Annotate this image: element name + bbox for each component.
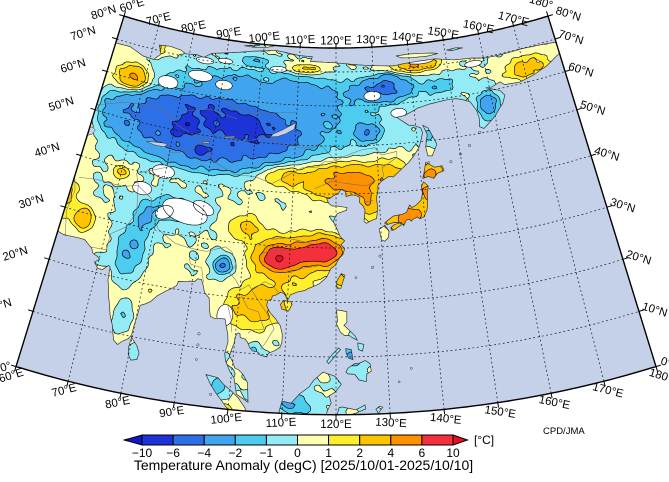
svg-text:120°E: 120°E [320, 419, 352, 431]
svg-text:90°E: 90°E [216, 26, 243, 42]
svg-text:80°E: 80°E [104, 395, 131, 412]
svg-text:110°E: 110°E [285, 34, 317, 48]
svg-text:−10: −10 [132, 446, 153, 460]
svg-text:150°E: 150°E [427, 25, 460, 42]
svg-text:150°E: 150°E [484, 404, 517, 421]
svg-text:2: 2 [356, 446, 363, 460]
svg-text:130°E: 130°E [356, 34, 388, 48]
svg-text:[°C]: [°C] [474, 433, 494, 447]
svg-text:0°: 0° [0, 360, 13, 375]
svg-text:100°E: 100°E [248, 30, 281, 45]
svg-text:4: 4 [387, 446, 394, 460]
svg-text:0°: 0° [659, 355, 669, 370]
svg-text:−4: −4 [197, 446, 211, 460]
svg-text:130°E: 130°E [375, 417, 407, 431]
svg-text:110°E: 110°E [265, 417, 297, 431]
svg-text:140°E: 140°E [429, 412, 462, 427]
svg-text:CPD/JMA: CPD/JMA [543, 426, 585, 437]
svg-text:140°E: 140°E [391, 30, 424, 45]
svg-text:90°E: 90°E [159, 405, 186, 421]
svg-text:6: 6 [419, 446, 426, 460]
svg-text:1: 1 [325, 446, 332, 460]
svg-text:Temperature Anomaly (degC) [20: Temperature Anomaly (degC) [2025/10/01-2… [134, 457, 473, 473]
svg-text:100°E: 100°E [210, 412, 243, 427]
svg-text:80°E: 80°E [180, 19, 207, 36]
svg-text:0: 0 [294, 446, 301, 460]
svg-text:−2: −2 [228, 446, 242, 460]
svg-text:−6: −6 [166, 446, 180, 460]
svg-text:120°E: 120°E [320, 36, 352, 48]
svg-text:−1: −1 [260, 446, 274, 460]
svg-text:10: 10 [446, 446, 460, 460]
